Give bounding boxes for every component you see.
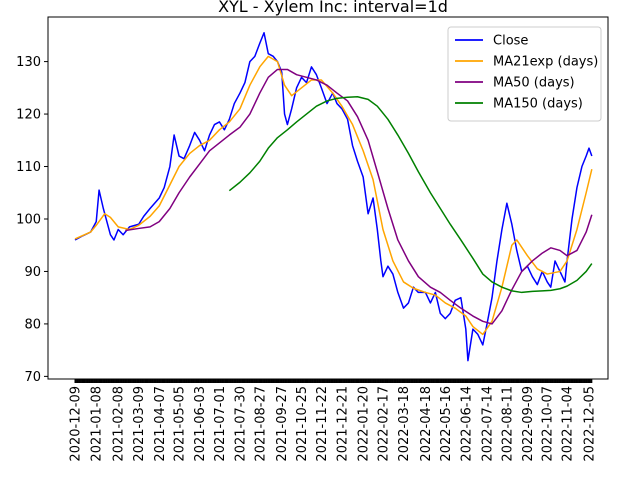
x-tick-label: 2021-02-08 [112,386,127,462]
x-tick-label: 2022-09-09 [521,386,536,462]
x-tick-label: 2021-06-03 [193,386,208,462]
y-tick-label: 120 [16,108,41,123]
y-tick-label: 130 [16,55,41,70]
x-tick-label: 2022-05-16 [439,386,454,462]
x-tick-label: 2022-12-05 [583,386,598,462]
x-tick-label: 2020-12-09 [69,386,84,462]
x-tick-label: 2021-09-27 [275,386,290,462]
x-tick-label: 2022-01-20 [357,386,372,462]
series-line-ma21exp [74,55,593,336]
y-tick-label: 110 [16,160,41,175]
x-tick-label: 2021-08-27 [253,386,268,462]
legend-label: MA50 (days) [493,76,575,91]
y-tick-label: 90 [24,265,41,280]
series-line-ma150 [228,95,593,294]
legend: Close MA21exp (days) MA50 (days) MA150 (day… [447,26,602,122]
y-axis: 70 80 90 100 110 120 130 [16,55,48,385]
series-line-ma50 [125,68,593,325]
y-tick-label: 80 [24,317,41,332]
y-tick-label: 70 [24,370,41,385]
x-tick-label: 2022-11-04 [561,386,576,462]
x-tick-label: 2022-04-18 [419,386,434,462]
chart-title: XYL - Xylem Inc: interval=1d [218,0,448,16]
x-axis: 2020-12-09 2021-01-08 2021-02-08 2021-03-09… [69,379,598,462]
x-tick-label: 2022-08-11 [500,386,515,462]
x-tick-label: 2022-02-17 [376,386,391,462]
x-tick-label: 2021-10-25 [295,386,310,462]
x-tick-label: 2022-07-14 [481,386,496,462]
x-tick-label: 2022-03-18 [397,386,412,462]
legend-label: MA150 (days) [493,97,583,112]
x-tick-label: 2021-01-08 [90,386,105,462]
legend-label: MA21exp (days) [493,55,598,70]
x-tick-label: 2021-12-21 [335,386,350,462]
x-tick-label: 2022-06-14 [459,386,474,462]
x-tick-label: 2021-07-30 [233,386,248,462]
series-line-close [74,31,593,362]
series-layer [74,31,593,362]
x-tick-label: 2021-04-07 [153,386,168,462]
x-tick-label: 2021-05-05 [173,386,188,462]
y-tick-label: 100 [16,212,41,227]
legend-label: Close [493,34,528,49]
legend-box [447,26,602,122]
x-tick-label: 2021-11-22 [315,386,330,462]
x-tick-label: 2022-10-07 [541,386,556,462]
x-tick-label: 2021-03-09 [132,386,147,462]
x-tick-label: 2021-07-01 [213,386,228,462]
